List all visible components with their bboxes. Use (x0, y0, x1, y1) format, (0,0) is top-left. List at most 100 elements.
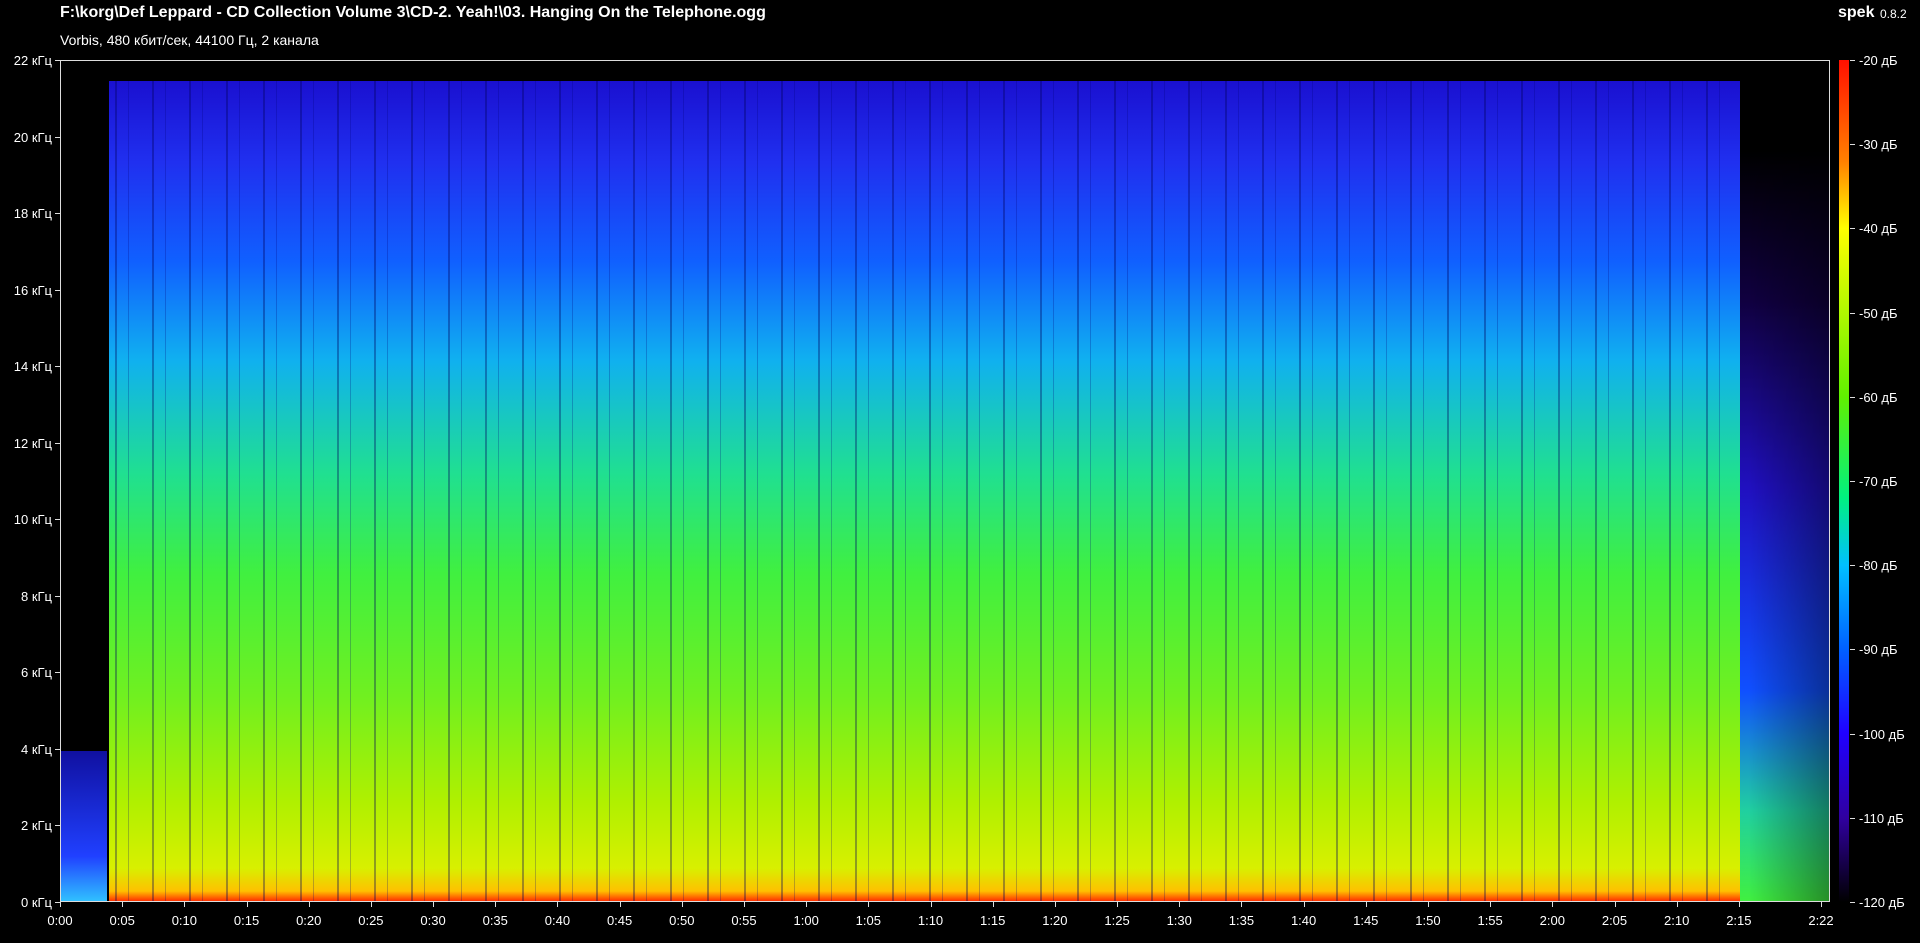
time-label: 1:40 (1290, 913, 1317, 928)
frequency-tick (55, 366, 60, 368)
frequency-label: 18 кГц (13, 206, 52, 222)
level-label: -100 дБ (1859, 726, 1905, 742)
time-label: 0:15 (233, 913, 260, 928)
frequency-tick (55, 60, 60, 61)
time-tick (806, 902, 808, 907)
level-tick (1850, 902, 1855, 903)
time-label: 0:25 (358, 913, 384, 928)
time-tick (868, 902, 870, 907)
time-label: 0:30 (420, 913, 446, 928)
time-tick (992, 902, 994, 907)
time-label: 0:35 (482, 913, 508, 928)
frequency-tick (55, 442, 60, 444)
time-label: 1:35 (1228, 913, 1255, 928)
level-tick (1850, 228, 1855, 230)
time-label: 2:10 (1664, 913, 1690, 928)
time-label: 0:55 (731, 913, 757, 928)
time-tick (1738, 902, 1740, 907)
level-colorbar (1839, 60, 1849, 902)
frequency-tick (55, 902, 60, 903)
level-tick (1850, 60, 1855, 61)
time-tick (1054, 902, 1056, 907)
level-tick (1850, 396, 1855, 398)
frequency-label: 20 кГц (13, 129, 52, 145)
time-label: 2:15 (1726, 913, 1752, 928)
frequency-label: 4 кГц (20, 741, 52, 757)
time-label: 1:50 (1415, 913, 1441, 928)
time-tick (370, 902, 372, 907)
level-tick (1850, 481, 1855, 482)
spectrum-intro (61, 751, 107, 901)
time-label: 2:00 (1539, 913, 1565, 928)
time-label: 1:30 (1166, 913, 1192, 928)
level-label: -80 дБ (1859, 558, 1898, 574)
frequency-label: 2 кГц (20, 818, 52, 834)
time-tick (1614, 902, 1616, 907)
frequency-tick (55, 136, 60, 138)
frequency-tick (55, 672, 60, 674)
level-label: -40 дБ (1859, 221, 1898, 237)
time-label: 2:05 (1601, 913, 1628, 928)
time-tick (619, 902, 621, 907)
frequency-label: 12 кГц (13, 435, 52, 451)
level-tick (1850, 144, 1855, 146)
time-label: 0:40 (544, 913, 571, 928)
time-label: 1:00 (793, 913, 819, 928)
time-label: 0:45 (606, 913, 633, 928)
time-tick (184, 902, 186, 907)
frequency-label: 6 кГц (20, 665, 52, 681)
time-tick (60, 902, 61, 907)
spectrum-tail (1740, 151, 1829, 901)
level-tick (1850, 649, 1855, 651)
frequency-tick (55, 519, 60, 521)
level-label: -110 дБ (1859, 810, 1904, 826)
frequency-label: 10 кГц (13, 512, 52, 528)
time-tick (930, 902, 932, 907)
time-tick (1179, 902, 1181, 907)
frequency-tick (55, 595, 60, 597)
time-label: 1:15 (980, 913, 1006, 928)
frequency-tick (55, 748, 60, 750)
frequency-label: 16 кГц (13, 282, 52, 298)
level-tick (1850, 733, 1855, 735)
time-tick (1241, 902, 1243, 907)
level-tick (1850, 565, 1855, 567)
time-label: 1:20 (1042, 913, 1068, 928)
level-label: -50 дБ (1859, 305, 1898, 321)
time-tick (681, 902, 683, 907)
time-label: 0:00 (47, 913, 73, 928)
frequency-tick (55, 213, 60, 215)
file-path: F:\korg\Def Leppard - CD Collection Volu… (60, 4, 766, 21)
stream-info: Vorbis, 480 кбит/сек, 44100 Гц, 2 канала (60, 32, 319, 48)
frequency-tick (55, 289, 60, 291)
level-label: -90 дБ (1859, 642, 1898, 658)
time-tick (743, 902, 745, 907)
time-label: 0:50 (669, 913, 695, 928)
time-tick (1365, 902, 1367, 907)
app-version: 0.8.2 (1880, 7, 1907, 21)
time-tick (433, 902, 435, 907)
time-tick (1552, 902, 1554, 907)
level-tick (1850, 312, 1855, 314)
time-label: 0:05 (109, 913, 135, 928)
time-label: 2:22 (1808, 913, 1834, 928)
time-tick (1117, 902, 1119, 907)
time-tick (246, 902, 248, 907)
time-tick (1490, 902, 1492, 907)
spectrogram (60, 60, 1830, 902)
frequency-label: 14 кГц (13, 359, 52, 375)
level-label: -60 дБ (1859, 389, 1898, 405)
time-tick (1427, 902, 1429, 907)
time-tick (557, 902, 559, 907)
frequency-label: 0 кГц (20, 895, 52, 910)
level-label: -120 дБ (1859, 895, 1905, 910)
time-tick (495, 902, 497, 907)
time-label: 1:25 (1104, 913, 1130, 928)
time-label: 0:20 (296, 913, 322, 928)
time-label: 0:10 (171, 913, 198, 928)
level-label: -30 дБ (1859, 137, 1898, 153)
frequency-label: 8 кГц (20, 588, 52, 604)
time-label: 1:45 (1353, 913, 1379, 928)
time-label: 1:05 (855, 913, 881, 928)
